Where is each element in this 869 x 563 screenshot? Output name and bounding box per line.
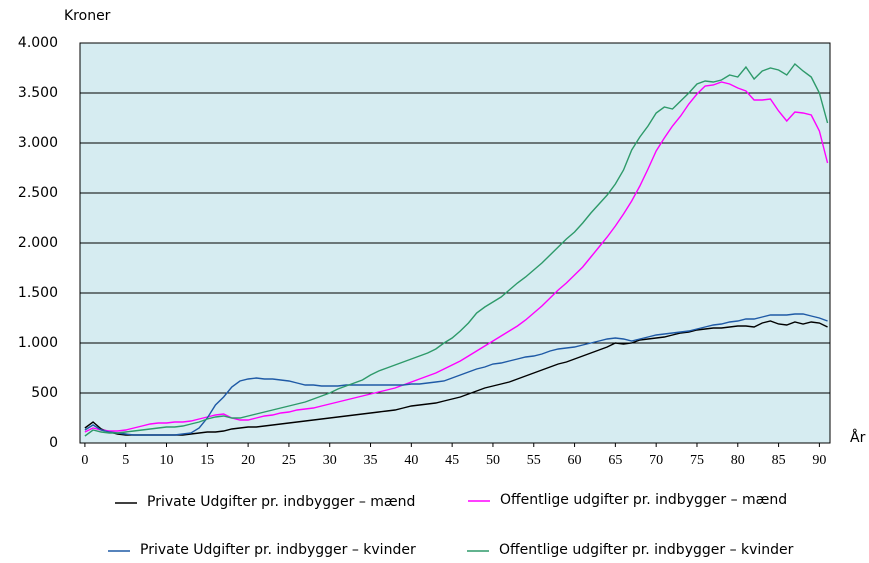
x-tick-label: 45 [445, 453, 459, 468]
y-axis-label: Kroner [64, 8, 111, 24]
y-tick-label: 3.000 [18, 135, 58, 151]
x-tick-label: 65 [608, 453, 622, 468]
x-axis-label: År [850, 429, 866, 446]
legend-label: Offentlige udgifter pr. indbygger – kvin… [499, 542, 794, 558]
legend-label: Offentlige udgifter pr. indbygger – mænd [500, 492, 787, 508]
x-tick-label: 0 [81, 453, 88, 468]
x-tick-label: 75 [690, 453, 704, 468]
x-tick-label: 60 [568, 453, 582, 468]
x-tick-label: 10 [160, 453, 174, 468]
x-tick-label: 50 [486, 453, 500, 468]
x-tick-label: 30 [323, 453, 337, 468]
y-tick-label: 2.500 [18, 185, 58, 201]
legend-label: Private Udgifter pr. indbygger – mænd [147, 494, 415, 510]
x-tick-label: 40 [404, 453, 418, 468]
x-tick-label: 35 [364, 453, 378, 468]
y-tick-label: 2.000 [18, 235, 58, 251]
x-tick-label: 70 [649, 453, 663, 468]
series-line [84, 320, 828, 436]
x-tick-label: 5 [122, 453, 129, 468]
x-tick-label: 80 [731, 453, 745, 468]
x-tick-label: 85 [772, 453, 786, 468]
x-tick-label: 55 [527, 453, 541, 468]
y-tick-label: 1.500 [18, 285, 58, 301]
y-tick-label: 1.000 [18, 335, 58, 351]
y-tick-label: 4.000 [18, 35, 58, 51]
x-tick-label: 20 [241, 453, 255, 468]
y-tick-label: 500 [31, 385, 58, 401]
legend-label: Private Udgifter pr. indbygger – kvinder [140, 542, 416, 558]
x-tick-label: 15 [200, 453, 214, 468]
x-tick-label: 25 [282, 453, 296, 468]
y-tick-label: 0 [49, 435, 58, 451]
series-line [84, 313, 828, 436]
series-line [84, 62, 829, 437]
y-tick-label: 3.500 [18, 85, 58, 101]
x-tick-label: 90 [812, 453, 826, 468]
